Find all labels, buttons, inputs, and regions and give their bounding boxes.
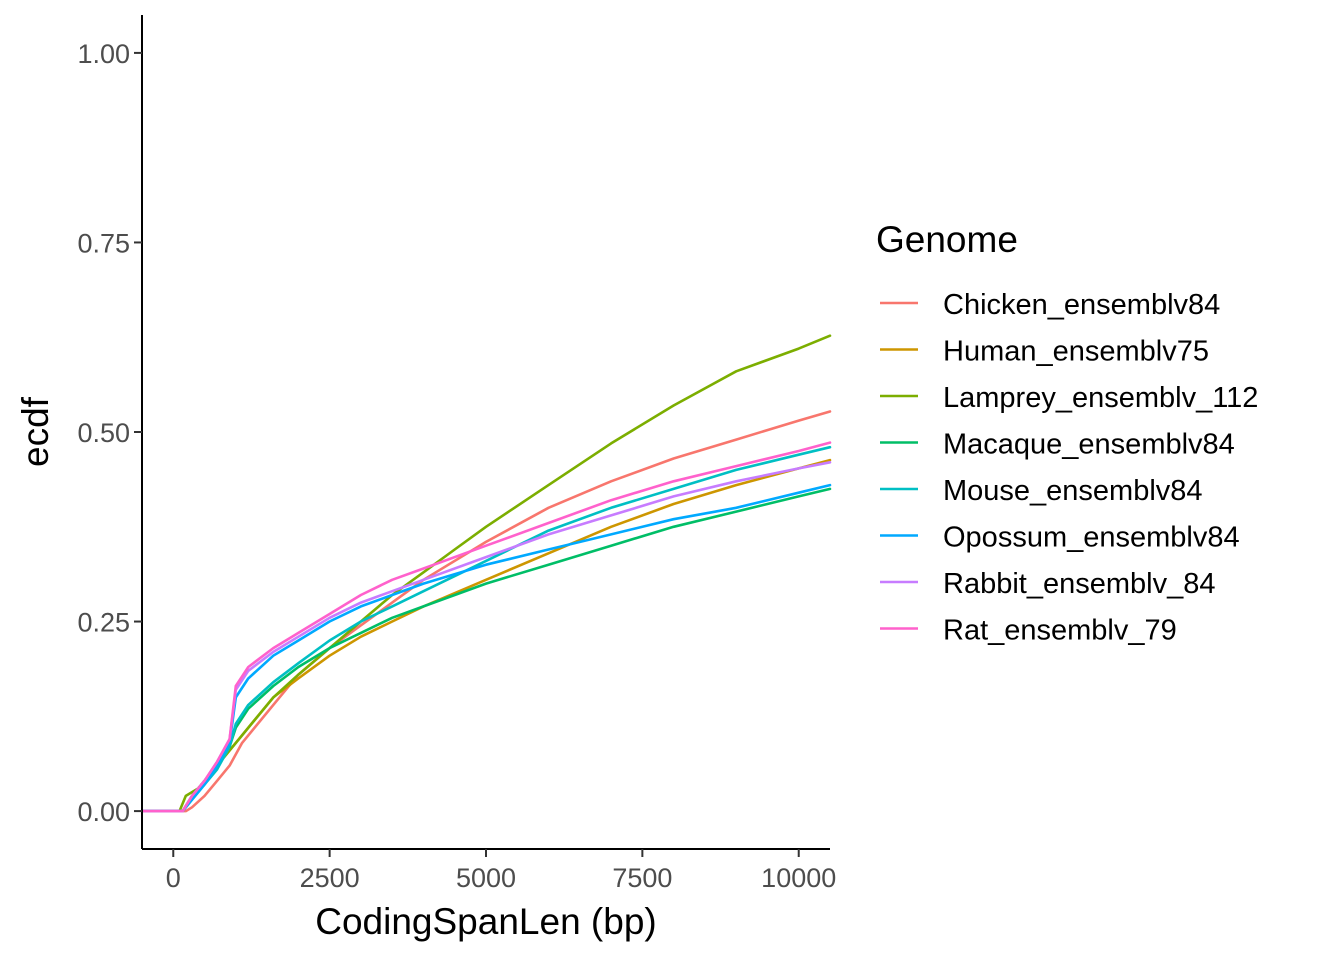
y-tick-label: 0.00 <box>77 797 130 827</box>
x-tick-label: 5000 <box>456 863 516 893</box>
legend-label: Rat_ensemblv_79 <box>943 615 1177 647</box>
series-line-mouse-ensemblv84 <box>140 445 832 813</box>
legend-label: Human_ensemblv75 <box>943 336 1209 368</box>
series-line-opossum-ensemblv84 <box>140 483 832 813</box>
legend-label: Opossum_ensemblv84 <box>943 522 1240 554</box>
x-tick-label: 7500 <box>612 863 672 893</box>
legend-label: Rabbit_ensemblv_84 <box>943 568 1215 600</box>
y-tick-label: 0.50 <box>77 418 130 448</box>
x-axis-ticks: 0 2500 5000 7500 10000 <box>166 849 836 893</box>
x-tick-label: 2500 <box>300 863 360 893</box>
y-tick-label: 1.00 <box>77 39 130 69</box>
legend-label: Mouse_ensemblv84 <box>943 475 1203 507</box>
legend-label: Lamprey_ensemblv_112 <box>943 382 1258 414</box>
x-tick-label: 10000 <box>761 863 836 893</box>
y-axis-title: ecdf <box>15 396 56 467</box>
series-line-macaque-ensemblv84 <box>140 487 832 813</box>
legend-label: Macaque_ensemblv84 <box>943 429 1235 461</box>
legend-title: Genome <box>876 219 1018 260</box>
legend-items: Chicken_ensemblv84 Human_ensemblv75 Lampre… <box>880 289 1258 647</box>
x-tick-label: 0 <box>166 863 181 893</box>
y-axis-ticks: 0.00 0.25 0.50 0.75 1.00 <box>77 39 142 827</box>
y-tick-label: 0.75 <box>77 228 130 258</box>
legend: Genome Chicken_ensemblv84 Human_ensemblv7… <box>876 219 1258 647</box>
y-tick-label: 0.25 <box>77 608 130 638</box>
series-layer <box>140 334 832 813</box>
x-axis-title: CodingSpanLen (bp) <box>315 901 656 942</box>
series-line-rat-ensemblv-79 <box>140 441 832 813</box>
legend-label: Chicken_ensemblv84 <box>943 289 1220 321</box>
